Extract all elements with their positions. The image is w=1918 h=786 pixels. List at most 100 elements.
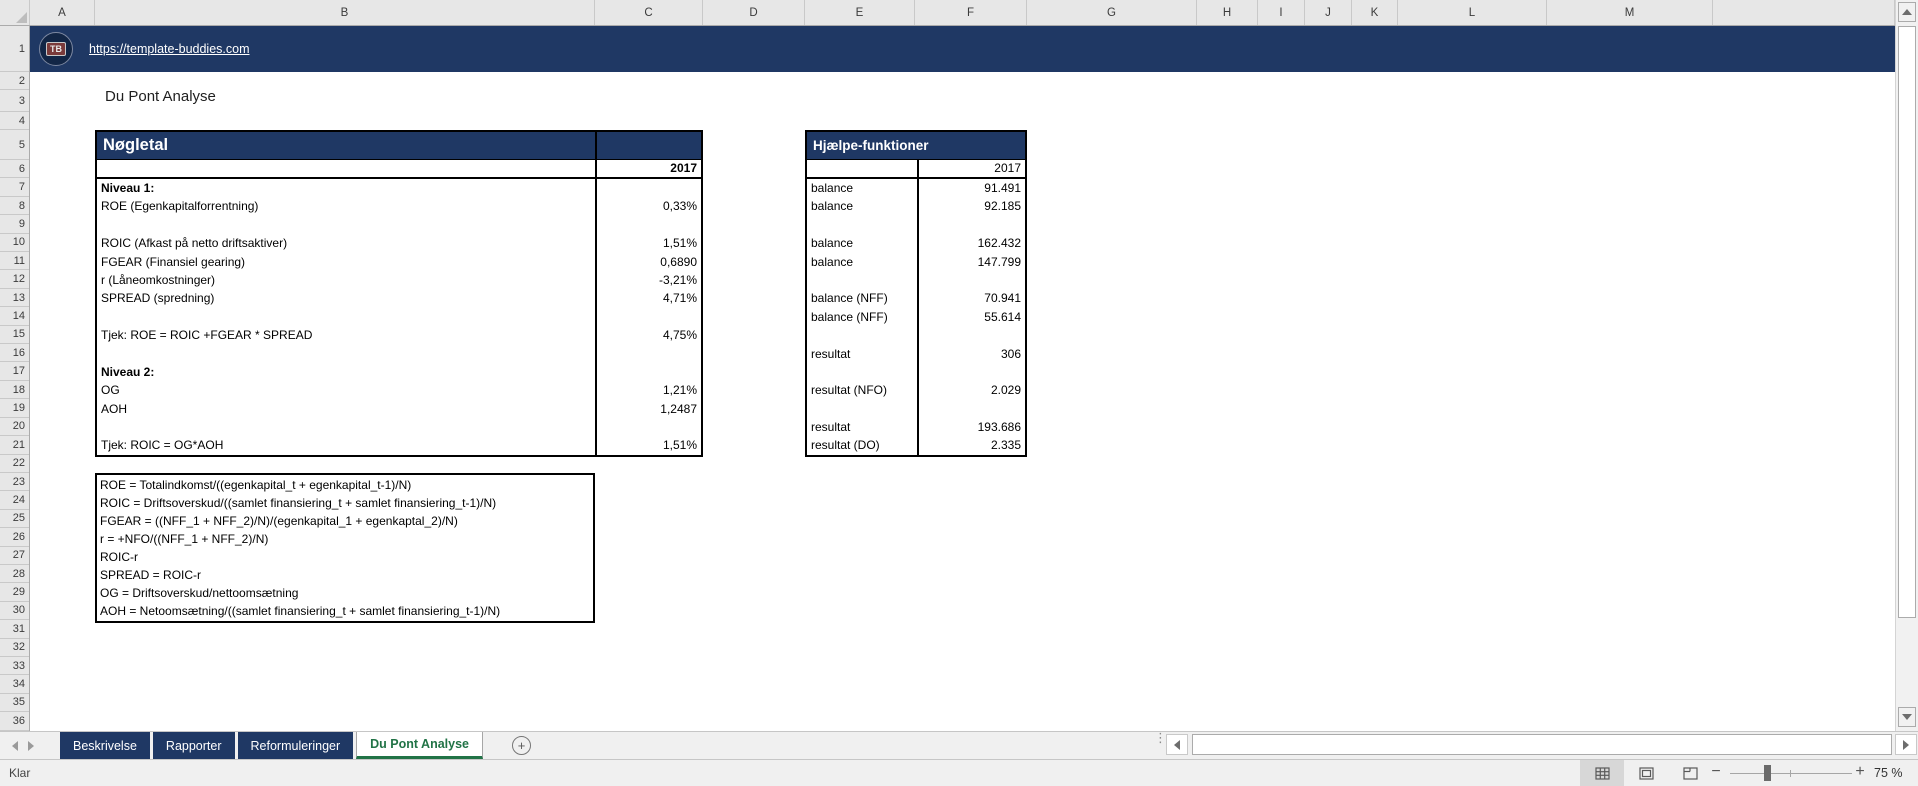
row-label-cell[interactable]: balance: [811, 199, 854, 214]
sheet-tab-du-pont-analyse[interactable]: Du Pont Analyse: [356, 732, 483, 759]
row-header-5[interactable]: 5: [0, 130, 29, 160]
row-value-cell[interactable]: 0,33%: [662, 199, 697, 214]
column-header-A[interactable]: A: [30, 0, 95, 25]
select-all-corner[interactable]: [0, 0, 30, 25]
column-header-M[interactable]: M: [1547, 0, 1713, 25]
row-value-cell[interactable]: 92.185: [984, 199, 1021, 214]
row-header-8[interactable]: 8: [0, 197, 29, 216]
row-label-cell[interactable]: Niveau 1:: [101, 181, 155, 195]
row-header-15[interactable]: 15: [0, 326, 29, 345]
row-label-cell[interactable]: [97, 216, 595, 234]
column-header-H[interactable]: H: [1197, 0, 1258, 25]
row-label-cell[interactable]: balance (NFF): [811, 309, 888, 324]
row-value-cell[interactable]: [595, 308, 701, 326]
formula-line[interactable]: FGEAR = ((NFF_1 + NFF_2)/N)/(egenkapital…: [100, 514, 458, 528]
column-header-D[interactable]: D: [703, 0, 805, 25]
row-label-cell[interactable]: resultat (DO): [811, 438, 880, 453]
scroll-down-button[interactable]: [1898, 707, 1916, 727]
column-header-partial[interactable]: [1713, 0, 1895, 25]
row-header-30[interactable]: 30: [0, 602, 29, 621]
nogletal-year-row[interactable]: 2017: [97, 160, 701, 179]
scroll-left-button[interactable]: [1166, 734, 1188, 755]
row-value-cell[interactable]: 91.491: [984, 181, 1021, 195]
row-label-cell[interactable]: Niveau 2:: [101, 364, 155, 379]
row-header-36[interactable]: 36: [0, 712, 29, 731]
hjaelpe-table-header[interactable]: Hjælpe-funktioner: [807, 132, 1025, 160]
row-header-2[interactable]: 2: [0, 72, 29, 90]
row-header-6[interactable]: 6: [0, 160, 29, 179]
row-label-cell[interactable]: resultat: [811, 346, 851, 361]
formula-line[interactable]: ROE = Totalindkomst/((egenkapital_t + eg…: [100, 478, 412, 492]
row-label-cell[interactable]: [97, 308, 595, 326]
tab-scroll-right-button[interactable]: [24, 732, 38, 759]
scroll-right-button[interactable]: [1895, 734, 1917, 755]
row-header-19[interactable]: 19: [0, 399, 29, 418]
row-value-cell[interactable]: [595, 418, 701, 436]
row-label-cell[interactable]: [807, 271, 917, 289]
sheet-tab-beskrivelse[interactable]: Beskrivelse: [60, 732, 150, 759]
hjaelpe-year-row[interactable]: 2017: [807, 160, 1025, 179]
row-header-10[interactable]: 10: [0, 234, 29, 253]
scroll-up-button[interactable]: [1898, 2, 1916, 22]
row-value-cell[interactable]: [917, 216, 1025, 234]
column-header-C[interactable]: C: [595, 0, 703, 25]
zoom-slider-track[interactable]: [1730, 773, 1852, 774]
add-sheet-button[interactable]: +: [512, 736, 531, 755]
row-label-cell[interactable]: [807, 400, 917, 418]
view-page-layout-button[interactable]: [1624, 760, 1668, 786]
empty-cell[interactable]: [807, 160, 917, 177]
row-header-31[interactable]: 31: [0, 620, 29, 639]
nogletal-year-cell[interactable]: 2017: [670, 161, 697, 175]
row-header-1[interactable]: 1: [0, 26, 29, 72]
row-header-26[interactable]: 26: [0, 528, 29, 547]
row-value-cell[interactable]: 1,21%: [662, 383, 697, 398]
row-label-cell[interactable]: ROE (Egenkapitalforrentning): [101, 199, 259, 214]
row-value-cell[interactable]: 4,71%: [662, 291, 697, 306]
row-header-3[interactable]: 3: [0, 90, 29, 112]
zoom-in-button[interactable]: +: [1855, 763, 1865, 780]
row-header-35[interactable]: 35: [0, 694, 29, 713]
column-header-I[interactable]: I: [1258, 0, 1305, 25]
row-value-cell[interactable]: 1,2487: [660, 401, 697, 416]
row-value-cell[interactable]: 2.335: [990, 438, 1021, 453]
row-label-cell[interactable]: [807, 363, 917, 381]
row-label-cell[interactable]: balance: [811, 236, 854, 251]
row-value-cell[interactable]: 162.432: [977, 236, 1021, 251]
view-normal-button[interactable]: [1580, 760, 1624, 786]
empty-cell[interactable]: [97, 160, 595, 177]
row-header-27[interactable]: 27: [0, 547, 29, 565]
column-header-J[interactable]: J: [1305, 0, 1352, 25]
formula-line[interactable]: SPREAD = ROIC-r: [100, 568, 202, 582]
row-label-cell[interactable]: FGEAR (Finansiel gearing): [101, 254, 246, 269]
row-value-cell[interactable]: [917, 363, 1025, 381]
row-header-14[interactable]: 14: [0, 307, 29, 326]
row-header-11[interactable]: 11: [0, 252, 29, 271]
row-label-cell[interactable]: [807, 326, 917, 344]
row-label-cell[interactable]: OG: [101, 383, 120, 398]
row-label-cell[interactable]: resultat: [811, 420, 851, 435]
row-header-16[interactable]: 16: [0, 344, 29, 363]
row-label-cell[interactable]: [97, 418, 595, 436]
row-value-cell[interactable]: 70.941: [984, 291, 1021, 306]
tab-area-grip[interactable]: ⋮: [1154, 730, 1167, 745]
row-value-cell[interactable]: 147.799: [977, 254, 1021, 269]
row-header-33[interactable]: 33: [0, 657, 29, 676]
row-header-25[interactable]: 25: [0, 510, 29, 529]
row-header-13[interactable]: 13: [0, 289, 29, 308]
row-value-cell[interactable]: 55.614: [984, 309, 1021, 324]
row-header-18[interactable]: 18: [0, 381, 29, 400]
formula-line[interactable]: AOH = Netoomsætning/((samlet finansierin…: [100, 604, 501, 618]
column-header-E[interactable]: E: [805, 0, 915, 25]
row-header-9[interactable]: 9: [0, 215, 29, 234]
zoom-out-button[interactable]: −: [1711, 763, 1721, 780]
template-buddies-link[interactable]: https://template-buddies.com: [89, 42, 250, 56]
row-value-cell[interactable]: -3,21%: [658, 272, 697, 287]
column-header-F[interactable]: F: [915, 0, 1027, 25]
row-label-cell[interactable]: Tjek: ROIC = OG*AOH: [101, 438, 224, 453]
row-label-cell[interactable]: AOH: [101, 401, 128, 416]
row-header-22[interactable]: 22: [0, 455, 29, 473]
column-header-L[interactable]: L: [1398, 0, 1547, 25]
nogletal-table-header[interactable]: Nøgletal: [97, 132, 701, 160]
sheet-tab-rapporter[interactable]: Rapporter: [152, 732, 235, 759]
view-page-break-button[interactable]: [1668, 760, 1712, 786]
